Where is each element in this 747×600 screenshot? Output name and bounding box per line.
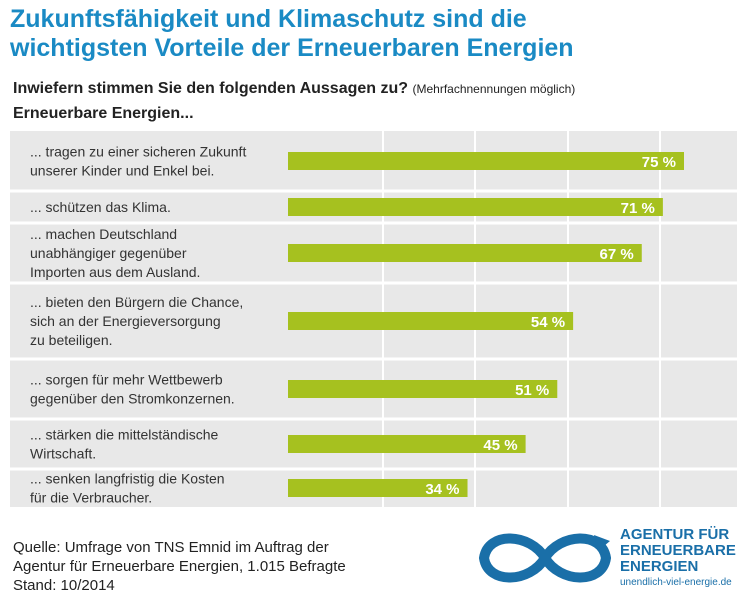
bar (288, 479, 468, 497)
category-label-line: zu beteiligen. (30, 332, 113, 348)
bar-value-label: 67 % (600, 246, 634, 263)
category-label-line: Wirtschaft. (30, 446, 96, 462)
source-note: Quelle: Umfrage von TNS Emnid im Auftrag… (13, 538, 453, 595)
category-label-line: ... stärken die mittelständische (30, 427, 219, 443)
logo-url: unendlich-viel-energie.de (620, 577, 732, 588)
infinity-logo-icon (478, 533, 612, 583)
bar (288, 198, 663, 216)
category-label-line: ... sorgen für mehr Wettbewerb (30, 372, 223, 388)
question-note: (Mehrfachnennungen möglich) (412, 82, 576, 96)
category-label-line: ... senken langfristig die Kosten (30, 471, 225, 487)
logo-text: AGENTUR FÜR ERNEUERBARE ENERGIEN (620, 527, 745, 575)
bar (288, 380, 558, 398)
category-label-line: ... schützen das Klima. (30, 199, 171, 215)
category-label-line: ... machen Deutschland (30, 226, 177, 242)
category-label-line: für die Verbraucher. (30, 490, 152, 506)
logo-line-1: AGENTUR FÜR (620, 526, 730, 543)
bar-value-label: 71 % (621, 200, 655, 217)
category-label-line: unserer Kinder und Enkel bei. (30, 163, 214, 179)
bar-value-label: 75 % (642, 154, 676, 171)
category-label: ... schützen das Klima. (30, 199, 171, 215)
category-label-line: Importen aus dem Ausland. (30, 264, 200, 280)
category-label-line: ... tragen zu einer sicheren Zukunft (30, 144, 246, 160)
bar-value-label: 45 % (483, 437, 517, 454)
chart-question: Inwiefern stimmen Sie den folgenden Auss… (13, 80, 743, 98)
question-text: Inwiefern stimmen Sie den folgenden Auss… (13, 80, 409, 97)
source-line-1: Quelle: Umfrage von TNS Emnid im Auftrag… (13, 539, 329, 556)
source-line-3: Stand: 10/2014 (13, 577, 115, 594)
category-label-line: unabhängiger gegenüber (30, 245, 187, 261)
category-label: ... sorgen für mehr Wettbewerb gegenüber … (30, 372, 235, 407)
chart-area: ... tragen zu einer sicheren Zukunft unse… (10, 131, 737, 507)
category-label-line: ... bieten den Bürgern die Chance, (30, 294, 243, 310)
source-line-2: Agentur für Erneuerbare Energien, 1.015 … (13, 558, 346, 575)
chart-title: Zukunftsfähigkeit und Klimaschutz sind d… (10, 5, 740, 63)
bar (288, 435, 526, 453)
logo-line-3: ENERGIEN (620, 558, 699, 575)
category-label: ... bieten den Bürgern die Chance, sich a… (30, 294, 243, 348)
bar (288, 312, 574, 330)
bar (288, 244, 642, 262)
category-label-line: sich an der Energieversorgung (30, 313, 221, 329)
category-label: ... senken langfristig die Kosten für die… (30, 471, 225, 506)
title-line-2: wichtigsten Vorteile der Erneuerbaren En… (10, 34, 574, 62)
agency-logo: AGENTUR FÜR ERNEUERBARE ENERGIEN unendli… (470, 523, 740, 593)
bar-value-label: 54 % (531, 314, 565, 331)
bar (288, 152, 684, 170)
category-label: ... stärken die mittelständische Wirtscha… (30, 427, 219, 462)
category-label: ... tragen zu einer sicheren Zukunft unse… (30, 144, 246, 179)
category-label: ... machen Deutschland unabhängiger gegen… (30, 226, 200, 280)
chart-intro: Erneuerbare Energien... (13, 105, 194, 122)
bar-value-label: 34 % (425, 481, 459, 498)
logo-line-2: ERNEUERBARE (620, 542, 736, 559)
bar-value-label: 51 % (515, 382, 549, 399)
category-label-line: gegenüber den Stromkonzernen. (30, 391, 235, 407)
bar-chart: ... tragen zu einer sicheren Zukunft unse… (10, 131, 737, 507)
title-line-1: Zukunftsfähigkeit und Klimaschutz sind d… (10, 5, 527, 33)
